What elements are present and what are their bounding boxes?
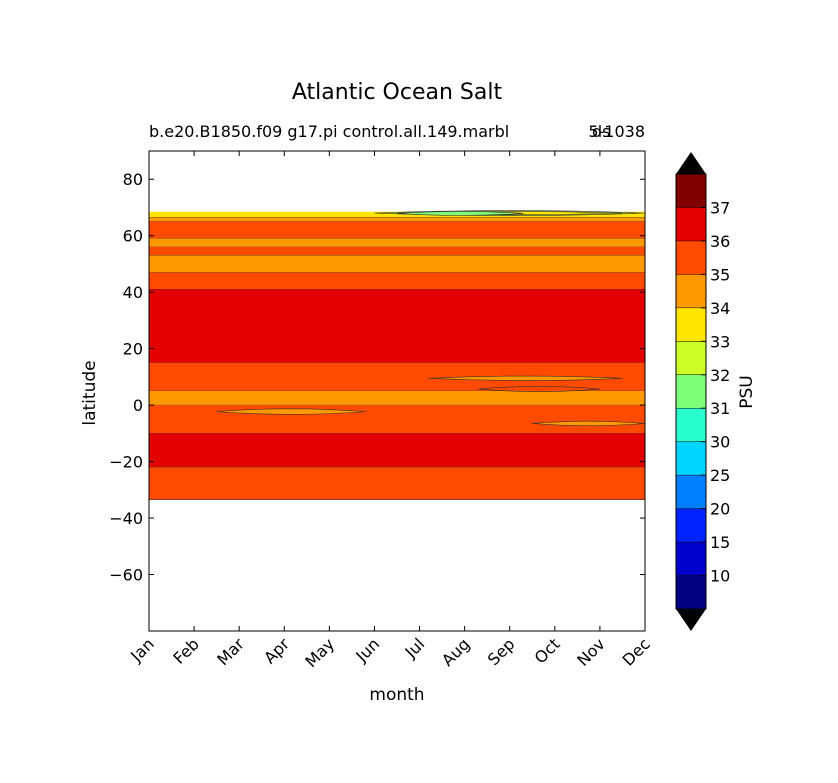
chart-subtitle-right: 5-1038 [588,122,645,141]
salinity-band-7 [149,289,645,363]
salinity-band-10 [149,405,645,434]
salinity-band-2 [149,221,645,239]
x-axis-label: month [369,685,424,705]
salinity-band-1 [149,217,645,222]
contour-bands [149,211,645,501]
colorbar-tick-label-9: 35 [710,265,730,284]
colorbar-swatch-12 [676,575,706,610]
x-tick-label-may: May [301,634,338,671]
salinity-band-4 [149,247,645,256]
colorbar-swatch-6 [676,374,706,409]
plot-frame [148,150,646,632]
colorbar-tick-label-11: 37 [710,198,730,217]
x-tick-label-jul: Jul [401,634,429,662]
y-tick-label-2: 40 [123,283,143,302]
colorbar-tick-label-3: 25 [710,466,730,485]
salinity-band-11 [149,433,645,468]
colorbar-swatch-11 [676,542,706,577]
colorbar-extend-bottom [676,609,706,631]
colorbar-swatch-1 [676,207,706,242]
chart-title: Atlantic Ocean Salt [292,80,503,105]
x-tick-label-mar: Mar [213,634,248,669]
colorbar-swatch-7 [676,408,706,443]
colorbar-swatch-5 [676,341,706,376]
x-tick-label-aug: Aug [438,634,474,670]
salinity-band-3 [149,238,645,247]
y-tick-label-1: 60 [123,227,143,246]
y-tick-label-4: 0 [133,396,143,415]
colorbar-swatch-3 [676,274,706,309]
colorbar-swatch-0 [676,174,706,208]
x-tick-label-jan: Jan [126,634,158,666]
colorbar-tick-label-2: 20 [710,500,730,519]
colorbar-swatch-8 [676,441,706,476]
colorbar-tick-label-5: 31 [710,399,730,418]
x-tick-label-feb: Feb [169,634,202,667]
colorbar-label: PSU [737,375,757,409]
colorbar-tick-label-8: 34 [710,299,730,318]
x-tick-label-jun: Jun [351,634,383,666]
y-axis: 80 60 40 20 0 −20 −40 −60 [109,170,645,585]
salinity-band-6 [149,272,645,290]
colorbar-extend-top [676,152,706,174]
x-tick-label-nov: Nov [573,634,609,670]
salinity-band-9 [149,391,645,406]
x-tick-label-sep: Sep [484,634,519,669]
colorbar-tick-label-0: 10 [710,567,730,586]
y-tick-label-6: −40 [109,509,143,528]
y-axis-label: latitude [80,360,100,425]
salinity-band-12 [149,467,645,500]
y-tick-label-0: 80 [123,170,143,189]
y-tick-label-5: −20 [109,453,143,472]
colorbar-swatch-10 [676,508,706,543]
colorbar-swatch-9 [676,475,706,510]
salinity-band-5 [149,255,645,273]
colorbar-tick-label-7: 33 [710,332,730,351]
x-tick-label-apr: Apr [260,634,293,667]
colorbar: 10 15 20 25 30 31 32 33 34 35 36 37 [675,152,730,631]
chart-subtitle-overlap: ds [592,122,611,141]
x-tick-label-dec: Dec [618,634,653,669]
colorbar-tick-label-1: 15 [710,533,730,552]
y-tick-label-3: 20 [123,340,143,359]
colorbar-tick-label-4: 30 [710,433,730,452]
y-tick-label-7: −60 [109,566,143,585]
salinity-band-0 [149,211,645,218]
colorbar-tick-label-10: 36 [710,232,730,251]
colorbar-swatch-4 [676,307,706,342]
contour-feature-5 [478,386,600,392]
contour-feature-3 [216,408,366,415]
colorbar-swatch-2 [676,240,706,275]
colorbar-frame [675,173,707,610]
contour-feature-6 [532,420,645,427]
colorbar-tick-label-6: 32 [710,366,730,385]
contour-feature-4 [428,375,623,381]
contour-feature-2 [396,211,524,216]
chart-subtitle-left: b.e20.B1850.f09 g17.pi control.all.149.m… [149,122,509,141]
x-tick-label-oct: Oct [531,634,564,667]
contour-features [216,210,645,427]
